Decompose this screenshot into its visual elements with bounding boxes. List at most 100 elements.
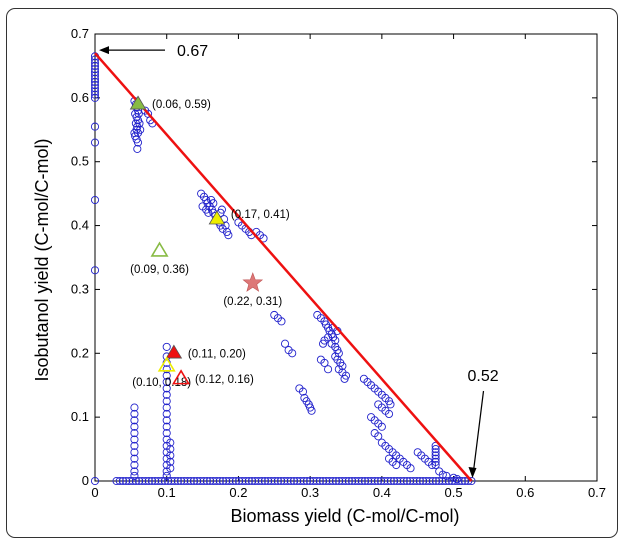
scatter-point [209, 476, 218, 486]
scatter-point [90, 476, 100, 486]
scatter-point [166, 457, 175, 466]
scatter-point [218, 476, 228, 486]
scatter-point [130, 435, 139, 444]
scatter-point [392, 460, 401, 470]
scatter-point [402, 476, 412, 486]
scatter-point [134, 109, 143, 118]
scatter-point [90, 84, 100, 93]
scatter-point [386, 476, 395, 486]
scatter-point [167, 476, 176, 486]
scatter-point [90, 87, 100, 96]
scatter-point [90, 195, 100, 205]
scatter-point [338, 476, 347, 486]
scatter-point [422, 476, 431, 486]
scatter-point [431, 448, 440, 457]
scatter-point [147, 476, 157, 486]
scatter-point [431, 457, 440, 466]
scatter-point [90, 266, 100, 275]
scatter-point [130, 467, 139, 476]
marker-label: (0.10, 0.18) [132, 377, 191, 389]
scatter-point [435, 476, 444, 486]
scatter-point [135, 476, 144, 486]
scatter-point [431, 476, 441, 486]
scatter-point [162, 342, 171, 351]
scatter-point [130, 429, 139, 438]
marker-label: (0.12, 0.16) [195, 374, 254, 386]
scatter-point [431, 451, 440, 460]
scatter-point [221, 221, 230, 230]
scatter-point [193, 476, 202, 486]
scatter-point [90, 138, 100, 147]
scatter-point [160, 476, 169, 486]
scatter-point [322, 476, 331, 486]
scatter-point [162, 384, 171, 393]
scatter-point [154, 476, 163, 486]
open-triangle-marker [172, 369, 191, 385]
scatter-point [406, 476, 415, 486]
x-tick-label: 0 [91, 485, 98, 500]
y-tick-label: 0.2 [71, 345, 89, 360]
scatter-point [130, 409, 139, 419]
marker-label: (0.17, 0.41) [231, 209, 290, 221]
scatter-point [209, 199, 218, 208]
y-tick-label: 0.4 [71, 218, 89, 233]
scatter-point [442, 471, 451, 480]
scatter-point [431, 454, 440, 463]
scatter-point [162, 416, 171, 425]
scatter-point [130, 416, 139, 425]
scatter-point [377, 476, 386, 486]
scatter-point [199, 476, 208, 486]
x-tick-label: 0.7 [588, 485, 606, 500]
scatter-point [307, 406, 316, 415]
open-triangle-marker [150, 241, 169, 257]
marker-label: (0.22, 0.31) [223, 296, 282, 308]
scatter-point [130, 471, 139, 480]
scatter-point [125, 476, 134, 486]
scatter-point [251, 476, 260, 486]
scatter-point [90, 77, 100, 86]
scatter-point [367, 476, 376, 486]
scatter-point [460, 476, 470, 486]
scatter-point [299, 476, 308, 486]
scatter-point [162, 422, 171, 431]
scatter-point [196, 476, 205, 486]
scatter-point [122, 476, 131, 486]
scatter-point [467, 476, 476, 486]
scatter-point [130, 403, 139, 412]
scatter-point [399, 476, 408, 486]
scatter-point [141, 476, 150, 486]
star-marker [242, 272, 264, 292]
y-tick-label: 0.7 [71, 26, 89, 41]
scatter-point [90, 61, 100, 70]
scatter-point [162, 365, 171, 374]
scatter-point [90, 58, 100, 67]
scatter-point [374, 432, 383, 441]
scatter-point [180, 476, 189, 486]
scatter-point [270, 476, 279, 486]
filled-triangle-marker [129, 95, 147, 110]
scatter-point [202, 476, 211, 486]
scatter-point [264, 476, 273, 486]
scatter-point [215, 476, 224, 486]
scatter-point [115, 476, 124, 486]
scatter-point [277, 317, 286, 326]
scatter-point [144, 476, 153, 486]
scatter-point [380, 476, 389, 486]
scatter-point [348, 476, 357, 486]
scatter-point [130, 422, 139, 431]
scatter-point [173, 476, 182, 486]
scatter-point [186, 476, 195, 486]
scatter-point [377, 422, 386, 431]
scatter-point [241, 476, 250, 486]
scatter-point [189, 476, 199, 486]
scatter-point [231, 476, 240, 486]
scatter-point [222, 476, 231, 486]
marker-label: (0.11, 0.20) [188, 348, 246, 360]
scatter-point [319, 339, 328, 348]
scatter-point [224, 231, 233, 240]
scatter-point [324, 365, 333, 374]
scatter-point [162, 377, 171, 387]
scatter-point [131, 476, 140, 486]
scatter-point [412, 476, 421, 486]
scatter-point [177, 476, 186, 486]
